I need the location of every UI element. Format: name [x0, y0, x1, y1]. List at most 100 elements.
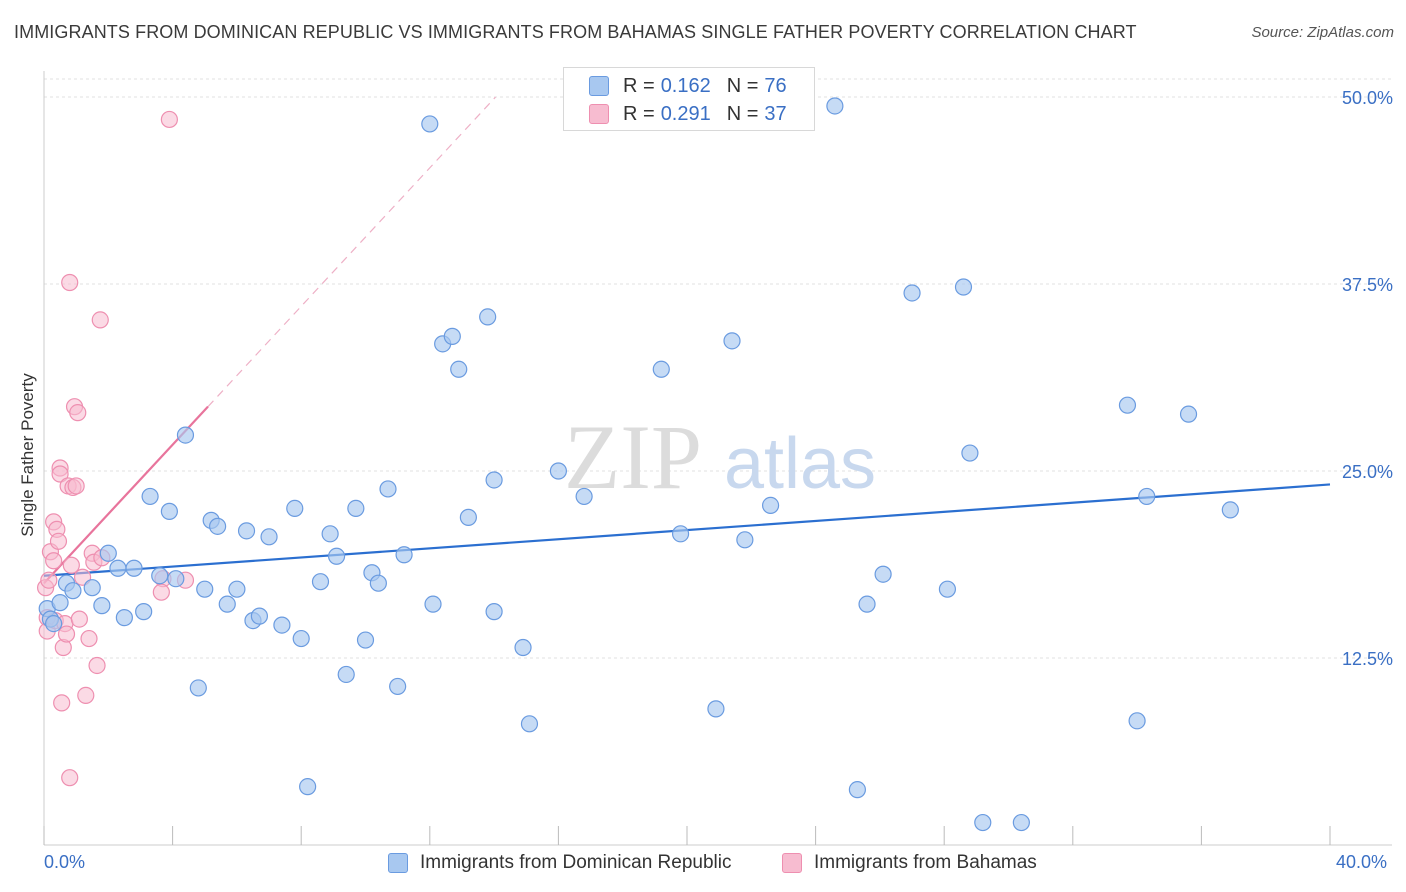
point-dominican [99, 544, 117, 562]
point-dominican [379, 480, 397, 498]
point-bahamas [40, 571, 58, 589]
point-bahamas [49, 532, 68, 550]
point-dominican [848, 781, 866, 799]
point-bahamas [61, 273, 79, 292]
point-bahamas [80, 629, 98, 648]
point-dominican [514, 638, 532, 657]
point-dominican [299, 778, 317, 796]
trend-lines [43, 96, 1331, 584]
point-dominican [520, 715, 539, 733]
source-label: Source: ZipAtlas.com [1251, 24, 1394, 41]
y-tick-label: 37.5% [1342, 275, 1393, 295]
point-dominican [723, 332, 741, 350]
legend-r-value: 0.162 [660, 74, 711, 97]
point-dominican [858, 595, 876, 613]
legend-n-label: N = [726, 102, 759, 125]
point-dominican [671, 525, 690, 543]
point-bahamas [69, 404, 87, 422]
point-dominican [196, 580, 214, 598]
point-dominican [1138, 487, 1156, 506]
legend-n-value: 76 [764, 74, 787, 97]
point-dominican [321, 525, 339, 543]
point-dominican [64, 582, 82, 600]
legend: R = 0.162 N = 76 R = 0.291 N = 37 [563, 67, 815, 131]
point-dominican [327, 547, 346, 565]
bottom-legend-bahamas: Immigrants from Bahamas [782, 852, 1037, 874]
point-dominican [311, 573, 330, 591]
point-dominican [424, 595, 442, 613]
point-dominican [450, 360, 468, 378]
y-tick-label: 25.0% [1342, 462, 1393, 482]
legend-n-label: N = [726, 74, 759, 97]
point-bahamas [53, 694, 71, 712]
bottom-legend-dominican: Immigrants from Dominican Republic [388, 852, 732, 874]
point-dominican [652, 360, 670, 378]
point-dominican [286, 499, 304, 517]
point-dominican [250, 607, 269, 625]
legend-r-label: R = [623, 74, 655, 97]
point-dominican [189, 679, 207, 697]
point-dominican [549, 462, 568, 480]
point-dominican [218, 595, 236, 613]
legend-r-label: R = [623, 102, 655, 125]
y-tick-labels: 12.5% 25.0% 37.5% 50.0% [1342, 88, 1393, 669]
point-dominican [1128, 712, 1146, 730]
point-dominican [954, 278, 973, 296]
point-bahamas [51, 465, 69, 483]
series-dominican-points [38, 97, 1239, 832]
chart-title: IMMIGRANTS FROM DOMINICAN REPUBLIC VS IM… [14, 22, 1137, 42]
trend-line-bahamas-extension [207, 96, 497, 408]
point-dominican [176, 426, 195, 444]
point-bahamas [45, 552, 63, 570]
point-dominican [479, 308, 497, 326]
point-dominican [151, 567, 169, 585]
point-dominican [237, 522, 256, 540]
legend-row-dominican: R = 0.162 N = 76 [589, 74, 787, 98]
legend-r-value: 0.291 [660, 102, 711, 125]
point-bahamas [57, 625, 76, 643]
point-dominican [459, 508, 477, 526]
point-bahamas [160, 110, 178, 129]
point-dominican [826, 97, 844, 115]
point-dominican [45, 614, 63, 633]
point-dominican [1179, 405, 1198, 423]
point-dominican [395, 546, 413, 564]
point-dominican [167, 570, 185, 588]
point-dominican [51, 594, 69, 612]
point-dominican [209, 517, 227, 535]
point-bahamas [77, 686, 95, 705]
point-dominican [93, 597, 111, 615]
x-tick-label-min: 0.0% [44, 852, 86, 872]
point-dominican [874, 565, 892, 583]
bottom-legend-swatch-pink [782, 853, 802, 873]
point-dominican [337, 665, 355, 684]
point-bahamas [88, 656, 106, 675]
bottom-legend-label: Immigrants from Bahamas [814, 852, 1037, 873]
point-dominican [109, 559, 127, 577]
bottom-legend-label: Immigrants from Dominican Republic [420, 852, 732, 873]
point-dominican [707, 700, 725, 718]
point-dominican [356, 631, 375, 649]
point-dominican [160, 502, 178, 520]
point-dominican [903, 284, 921, 302]
point-dominican [421, 115, 439, 133]
point-dominican [228, 580, 246, 598]
point-bahamas [70, 610, 88, 628]
point-dominican [443, 327, 461, 345]
y-tick-label: 12.5% [1342, 649, 1393, 669]
point-dominican [260, 528, 278, 546]
point-dominican [485, 603, 503, 621]
point-dominican [83, 579, 101, 597]
x-tick-label-max: 40.0% [1336, 852, 1388, 872]
point-dominican [1221, 501, 1239, 519]
point-bahamas [152, 583, 170, 601]
point-bahamas [91, 311, 109, 329]
y-axis-title: Single Father Poverty [18, 373, 37, 537]
bottom-legend-swatch-blue [388, 853, 408, 873]
point-dominican [125, 559, 143, 577]
legend-n-value: 37 [764, 102, 787, 125]
point-dominican [938, 580, 957, 598]
point-dominican [389, 677, 407, 696]
point-dominican [292, 629, 310, 648]
